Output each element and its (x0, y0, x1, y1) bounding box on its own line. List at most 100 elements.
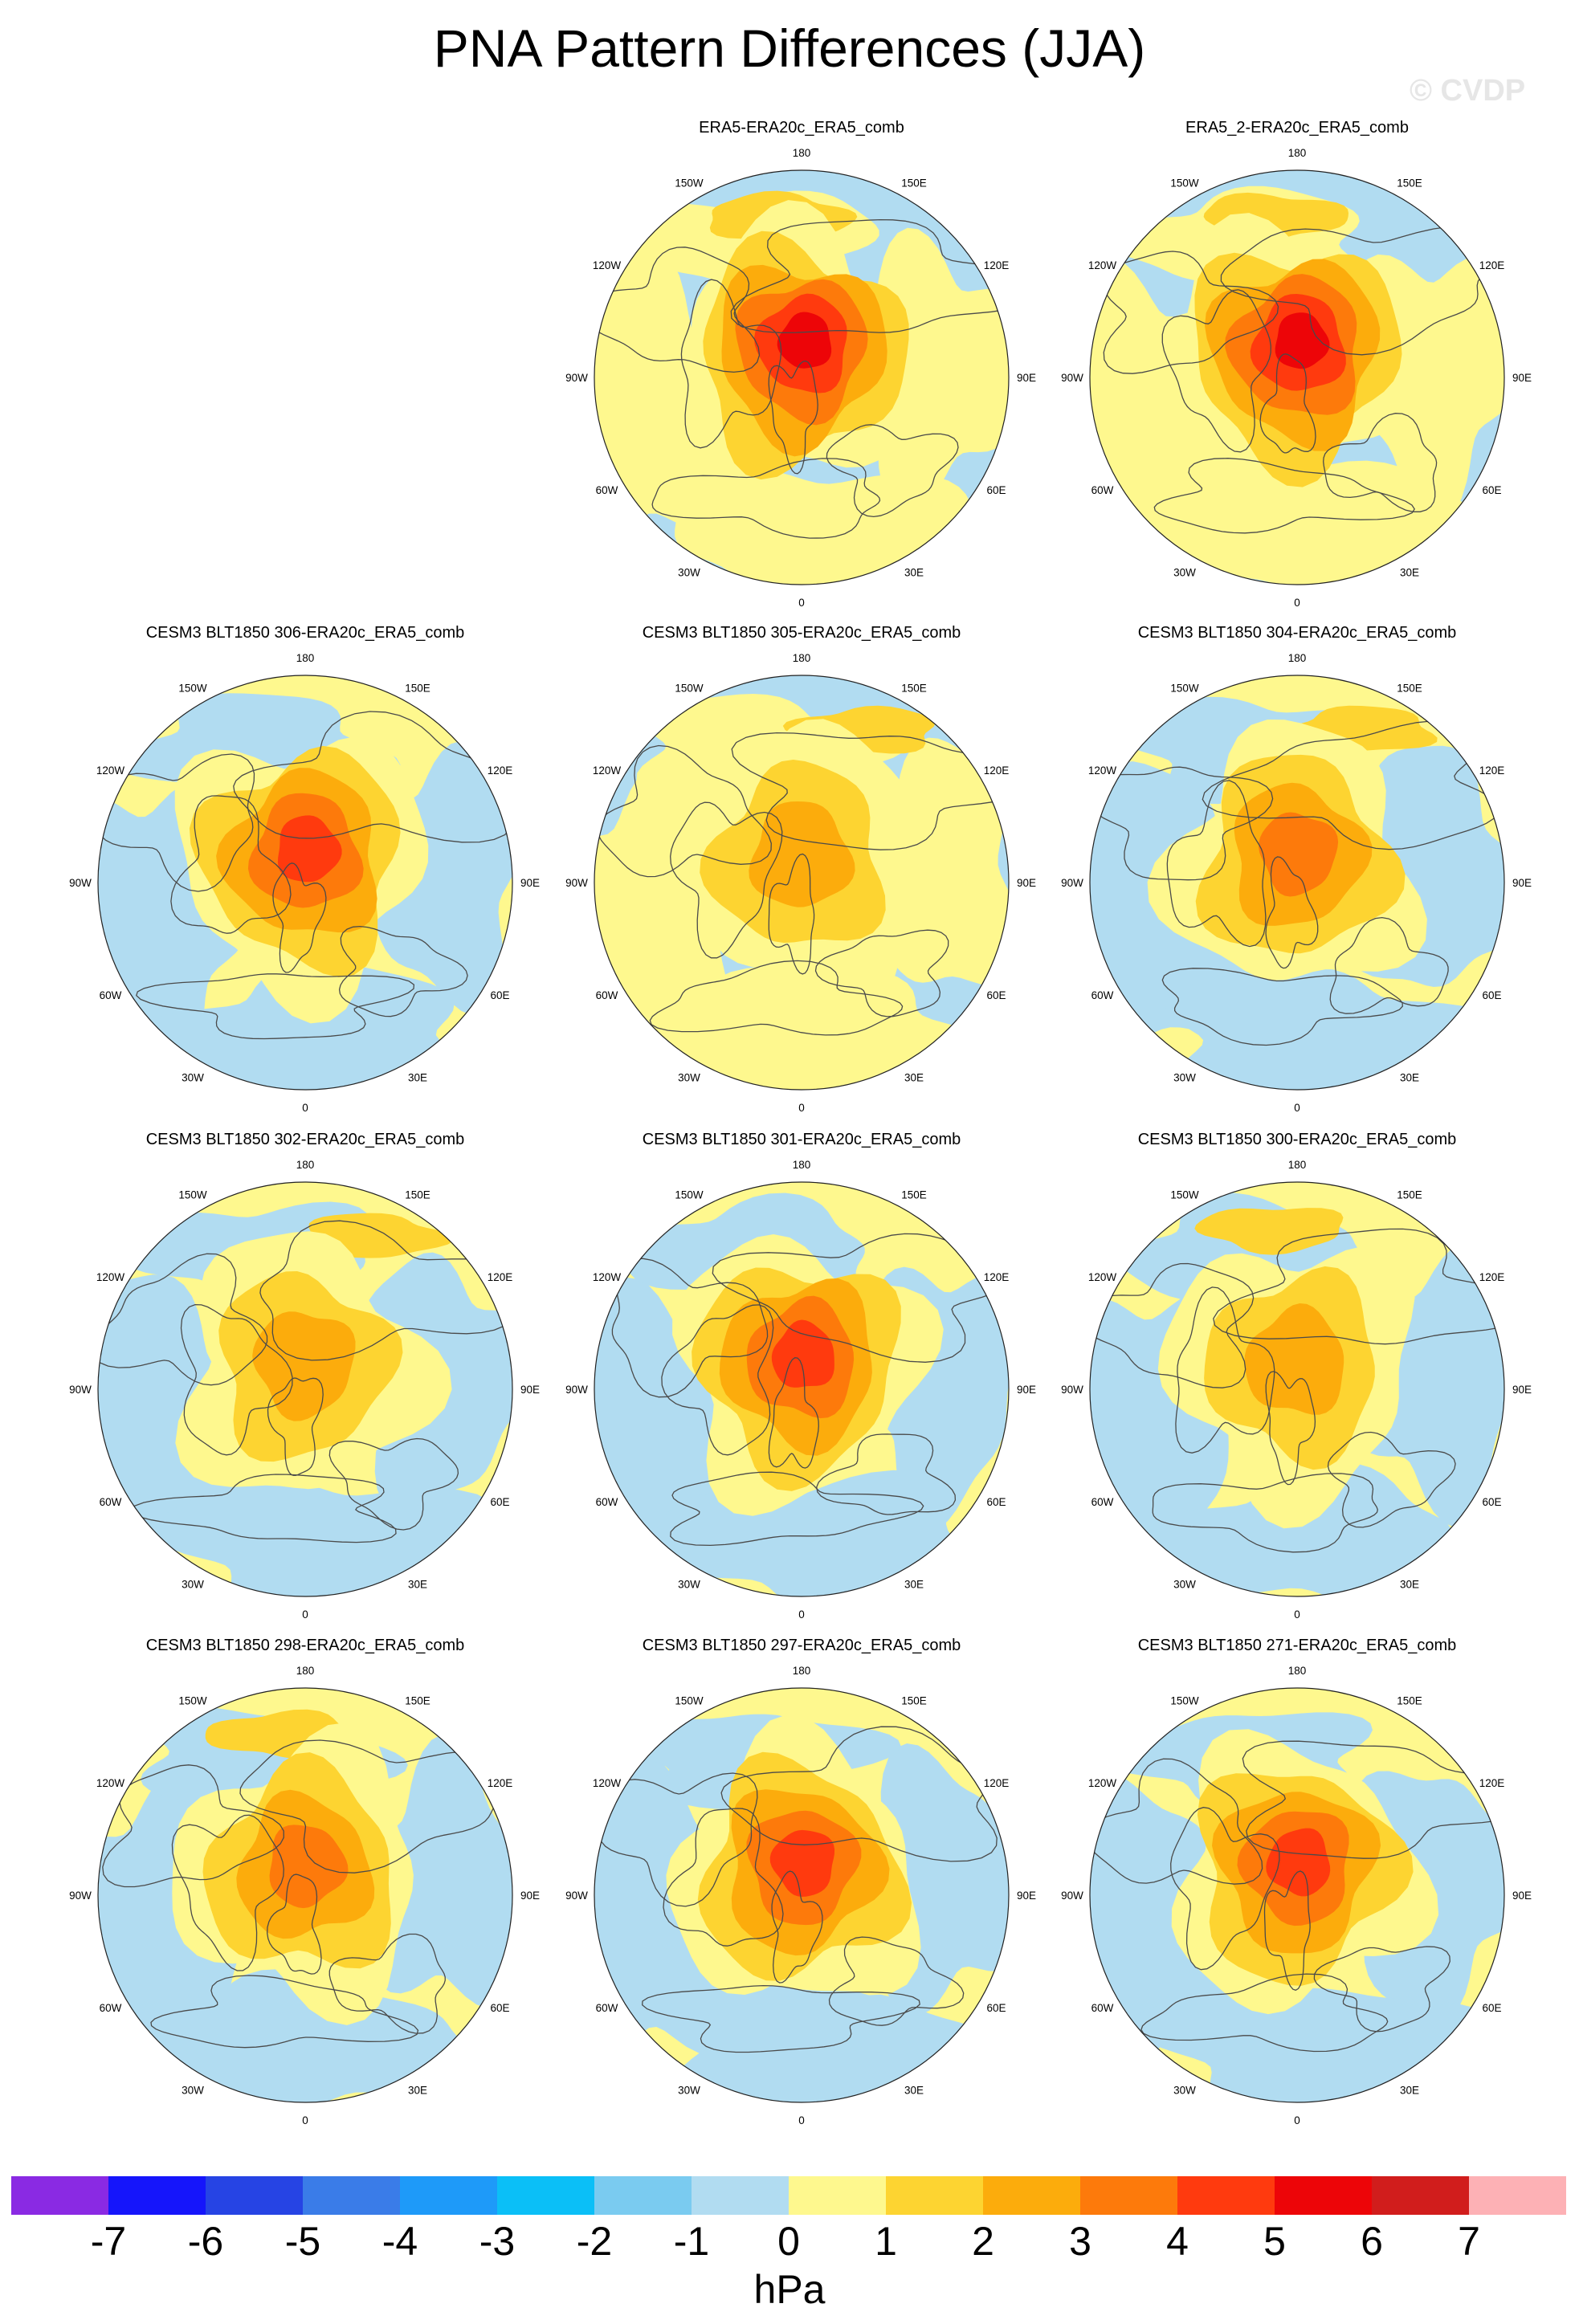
longitude-label: 120E (984, 259, 1010, 271)
longitude-label: 60W (100, 989, 122, 1001)
panel-title: CESM3 BLT1850 306-ERA20c_ERA5_comb (145, 624, 465, 642)
colorbar-tick-label: -5 (284, 2219, 321, 2264)
colorbar-swatch (1177, 2176, 1275, 2215)
panel-title: CESM3 BLT1850 304-ERA20c_ERA5_comb (1137, 624, 1457, 642)
anomaly-region (1351, 1771, 1504, 2021)
colorbar-tick-label: 5 (1263, 2219, 1286, 2264)
longitude-label: 120W (593, 1777, 622, 1789)
longitude-label: 30E (904, 2085, 924, 2097)
longitude-label: 180 (1288, 1159, 1307, 1171)
map-panel: CESM3 BLT1850 300-ERA20c_ERA5_comb 180 150… (1032, 1131, 1562, 1629)
longitude-label: 30W (678, 2085, 700, 2097)
longitude-label: 60E (986, 2002, 1006, 2014)
longitude-label: 120E (1479, 259, 1505, 271)
colorbar-tick-label: 7 (1458, 2219, 1480, 2264)
anomaly-region (1131, 1988, 1495, 2102)
longitude-label: 150E (901, 1695, 927, 1707)
longitude-label: 90W (565, 1890, 588, 1902)
longitude-label: 90E (520, 877, 540, 889)
longitude-label: 180 (296, 652, 315, 664)
longitude-label: 30E (904, 567, 924, 579)
colorbar-swatch (789, 2176, 887, 2215)
longitude-label: 30W (1173, 567, 1196, 579)
longitude-label: 60W (1091, 1496, 1114, 1508)
longitude-label: 90W (565, 877, 588, 889)
panel-title: ERA5-ERA20c_ERA5_comb (699, 119, 904, 137)
map-boundary (1089, 169, 1505, 585)
colorbar-swatch (1275, 2176, 1373, 2215)
longitude-label: 150E (405, 1695, 430, 1707)
longitude-label: 30W (678, 1072, 700, 1084)
longitude-label: 150W (675, 1189, 704, 1201)
polar-map: 180 150E 120E 90E 60E 30E 0 30W 60W 90W 120W 150W (69, 1665, 540, 2126)
longitude-label: 90E (520, 1890, 540, 1902)
longitude-label: 90W (565, 372, 588, 384)
longitude-label: 0 (1294, 1102, 1300, 1114)
longitude-label: 90E (520, 1384, 540, 1396)
longitude-label: 120E (984, 1271, 1010, 1283)
longitude-label: 120E (488, 1271, 513, 1283)
longitude-label: 150E (405, 683, 430, 695)
longitude-label: 90W (1061, 1384, 1083, 1396)
longitude-label: 150W (675, 683, 704, 695)
colorbar-swatch (400, 2176, 498, 2215)
longitude-label: 90E (1512, 372, 1532, 384)
longitude-label: 180 (296, 1665, 315, 1677)
anomaly-region (1165, 965, 1504, 1090)
coastlines (1090, 1740, 1504, 2053)
polar-map: 180 150E 120E 90E 60E 30E 0 30W 60W 90W 120W 150W (1061, 1665, 1532, 2126)
colorbar-tick-label: 6 (1361, 2219, 1383, 2264)
longitude-label: 180 (1288, 147, 1307, 159)
anomaly-contour-level (1259, 812, 1339, 897)
longitude-label: 60W (100, 1496, 122, 1508)
longitude-label: 60E (986, 989, 1006, 1001)
polar-map: 180 150E 120E 90E 60E 30E 0 30W 60W 90W 120W 150W (565, 147, 1036, 609)
longitude-label: 180 (793, 652, 811, 664)
longitude-label: 150E (1397, 1695, 1422, 1707)
longitude-label: 30E (1400, 1072, 1419, 1084)
map-panel: CESM3 BLT1850 271-ERA20c_ERA5_comb 180 150… (1032, 1637, 1562, 2134)
map-boundary (97, 1181, 513, 1597)
colorbar-units: hPa (753, 2267, 826, 2312)
panel-title: ERA5_2-ERA20c_ERA5_comb (1185, 119, 1409, 137)
polar-map: 180 150E 120E 90E 60E 30E 0 30W 60W 90W 120W 150W (69, 652, 540, 1114)
longitude-label: 180 (793, 1159, 811, 1171)
colorbar-swatch (1372, 2176, 1470, 2215)
longitude-label: 60W (1091, 2002, 1114, 2014)
map-boundary (594, 675, 1010, 1091)
longitude-label: 90W (1061, 877, 1083, 889)
longitude-label: 0 (302, 1608, 308, 1621)
longitude-label: 150W (1170, 683, 1199, 695)
longitude-label: 150W (675, 1695, 704, 1707)
longitude-label: 120W (96, 1777, 125, 1789)
longitude-label: 30W (182, 1072, 204, 1084)
colorbar-tick-label: -1 (673, 2219, 710, 2264)
longitude-label: 90W (69, 877, 92, 889)
panel-title: CESM3 BLT1850 271-ERA20c_ERA5_comb (1137, 1637, 1457, 1654)
longitude-label: 90W (69, 1890, 92, 1902)
coastlines (1102, 225, 1504, 534)
longitude-label: 90E (1017, 877, 1036, 889)
page-title: PNA Pattern Differences (JJA) (433, 18, 1146, 78)
longitude-label: 0 (302, 2114, 308, 2126)
longitude-label: 60E (490, 989, 509, 1001)
map-panel: CESM3 BLT1850 306-ERA20c_ERA5_comb 180 150… (40, 624, 570, 1122)
longitude-label: 0 (798, 2114, 805, 2126)
map-boundary (594, 169, 1010, 585)
longitude-label: 120W (1088, 1271, 1117, 1283)
longitude-label: 120W (96, 1271, 125, 1283)
longitude-label: 90W (1061, 372, 1083, 384)
longitude-label: 120E (984, 764, 1010, 777)
map-boundary (97, 675, 513, 1091)
colorbar-swatch (594, 2176, 692, 2215)
longitude-label: 120E (984, 1777, 1010, 1789)
longitude-label: 120W (593, 259, 622, 271)
anomaly-region (863, 227, 1009, 515)
polar-map: 180 150E 120E 90E 60E 30E 0 30W 60W 90W 120W 150W (565, 1665, 1036, 2126)
colorbar-swatch (206, 2176, 304, 2215)
longitude-label: 60W (596, 484, 618, 496)
longitude-label: 0 (1294, 2114, 1300, 2126)
longitude-label: 180 (1288, 1665, 1307, 1677)
longitude-label: 120W (593, 764, 622, 777)
anomaly-contour-level (1266, 1828, 1331, 1897)
